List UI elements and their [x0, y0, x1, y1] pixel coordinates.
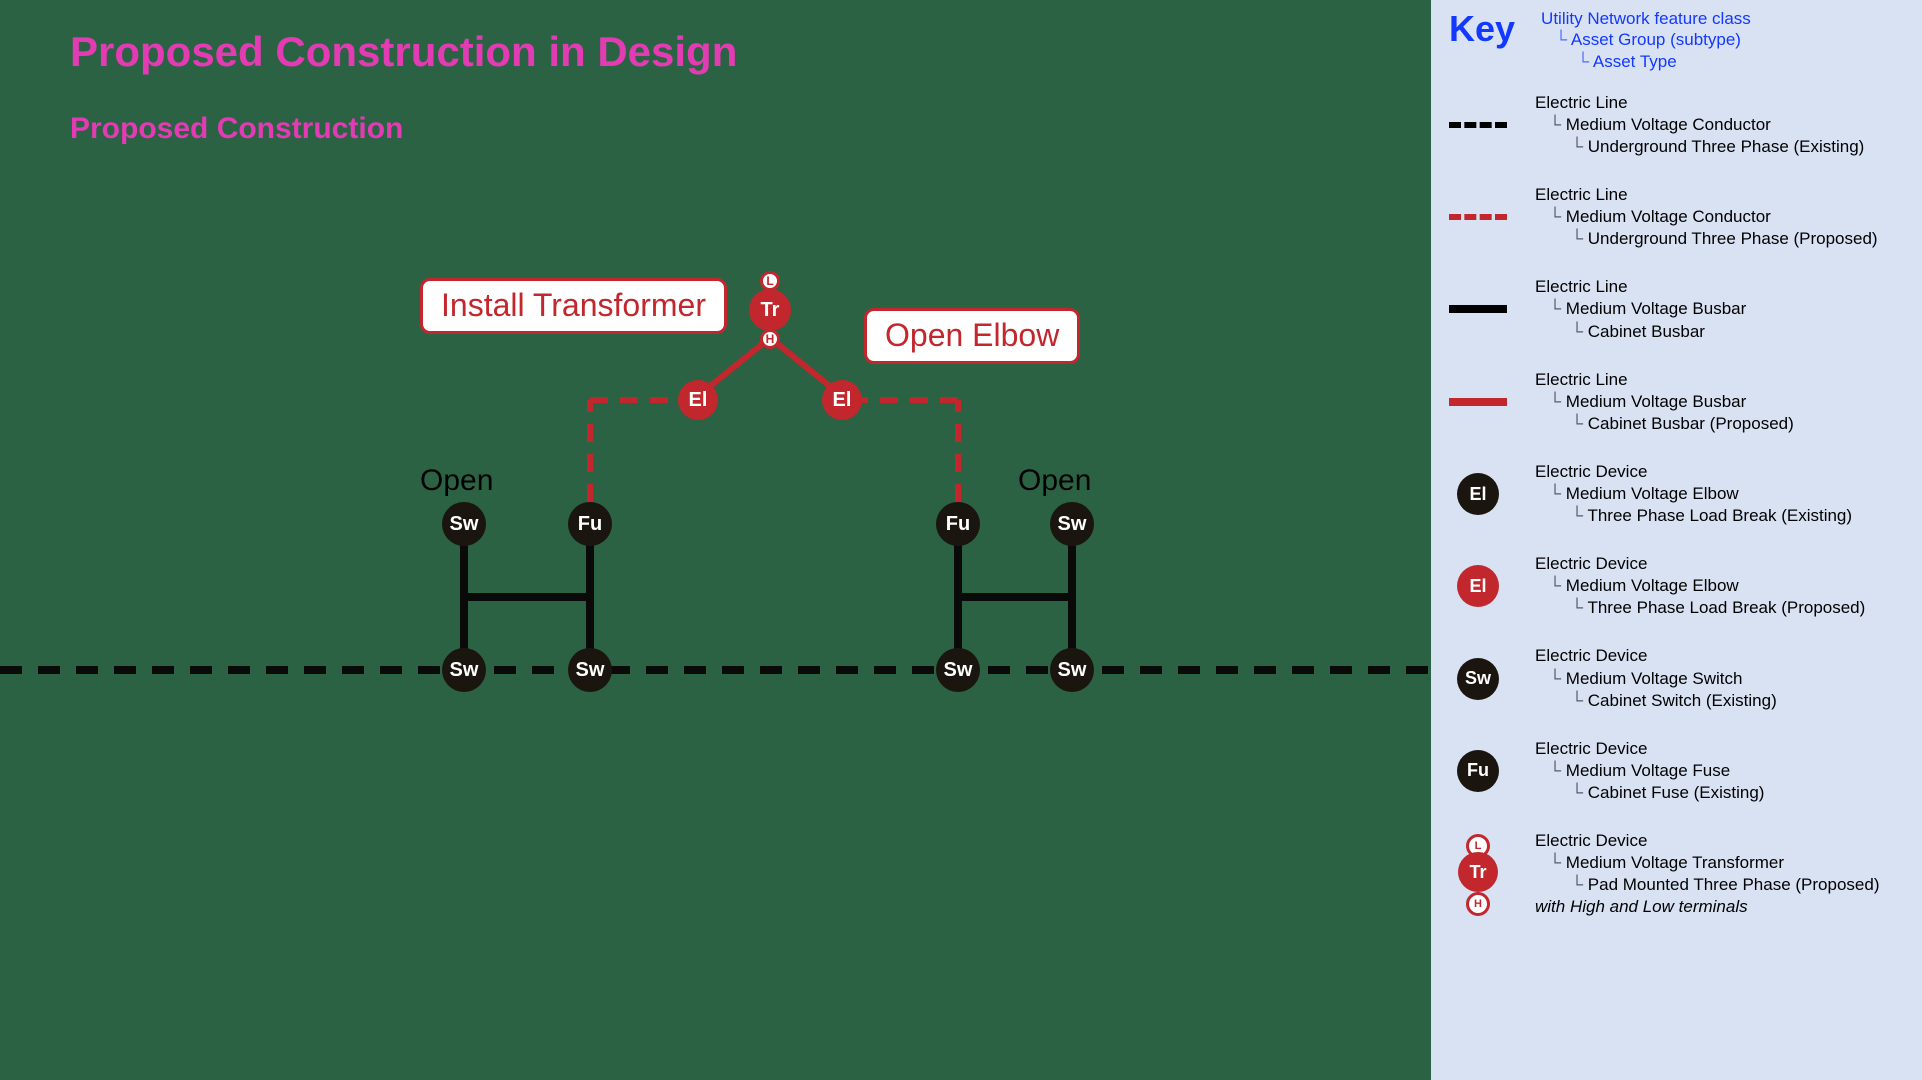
node-switch-lower-left-1: Sw [442, 648, 486, 692]
proposed-el-icon: El [1457, 565, 1499, 607]
legend-symbol: LTrH [1449, 834, 1507, 914]
node-switch-upper-left: Sw [442, 502, 486, 546]
legend-symbol [1449, 287, 1507, 331]
legend-symbol: El [1449, 472, 1507, 516]
legend-row: Electric LineMedium Voltage ConductorUnd… [1449, 92, 1912, 158]
legend-text: Electric LineMedium Voltage BusbarCabine… [1535, 276, 1746, 342]
legend-panel: Key Utility Network feature class Asset … [1431, 0, 1922, 1080]
stage: Proposed Construction in Design Proposed… [0, 0, 1922, 1080]
legend-row: El Electric DeviceMedium Voltage ElbowThr… [1449, 553, 1912, 619]
legend-hier-l0: Utility Network feature class [1541, 8, 1751, 29]
page-title: Proposed Construction in Design [70, 28, 737, 76]
legend-text: Electric DeviceMedium Voltage FuseCabine… [1535, 738, 1764, 804]
legend-rows: Electric LineMedium Voltage ConductorUnd… [1449, 92, 1912, 919]
legend-row: LTrH Electric DeviceMedium Voltage Transf… [1449, 830, 1912, 918]
legend-text: Electric LineMedium Voltage ConductorUnd… [1535, 92, 1864, 158]
legend-text: Electric DeviceMedium Voltage Transforme… [1535, 830, 1879, 918]
legend-symbol [1449, 195, 1507, 239]
node-fuse-upper-left: Fu [568, 502, 612, 546]
legend-row: Fu Electric DeviceMedium Voltage FuseCabi… [1449, 738, 1912, 804]
legend-row: Sw Electric DeviceMedium Voltage SwitchCa… [1449, 645, 1912, 711]
node-transformer-proposed: Tr [749, 289, 791, 331]
legend-row: Electric LineMedium Voltage ConductorUnd… [1449, 184, 1912, 250]
node-switch-upper-right: Sw [1050, 502, 1094, 546]
node-switch-lower-right-1: Sw [936, 648, 980, 692]
legend-header: Key Utility Network feature class Asset … [1449, 8, 1912, 72]
label-open-right: Open [1018, 464, 1091, 498]
existing-fu-icon: Fu [1457, 750, 1499, 792]
legend-text: Electric DeviceMedium Voltage ElbowThree… [1535, 553, 1865, 619]
legend-row: Electric LineMedium Voltage BusbarCabine… [1449, 369, 1912, 435]
legend-symbol: Sw [1449, 657, 1507, 701]
legend-text: Electric DeviceMedium Voltage SwitchCabi… [1535, 645, 1777, 711]
node-transformer-terminal-high: H [760, 329, 780, 349]
legend-hierarchy: Utility Network feature class Asset Grou… [1541, 8, 1751, 72]
legend-symbol [1449, 103, 1507, 147]
callout-open-elbow: Open Elbow [864, 308, 1080, 364]
diagram-svg [0, 0, 1431, 1080]
legend-hier-l2: Asset Type [1577, 51, 1751, 72]
existing-el-icon: El [1457, 473, 1499, 515]
node-elbow-left-proposed: El [678, 380, 718, 420]
legend-text: Electric LineMedium Voltage ConductorUnd… [1535, 184, 1878, 250]
legend-symbol: Fu [1449, 749, 1507, 793]
node-elbow-right-proposed: El [822, 380, 862, 420]
legend-symbol: El [1449, 564, 1507, 608]
label-open-left: Open [420, 464, 493, 498]
legend-symbol [1449, 380, 1507, 424]
legend-row: Electric LineMedium Voltage BusbarCabine… [1449, 276, 1912, 342]
diagram-canvas: Proposed Construction in Design Proposed… [0, 0, 1431, 1080]
node-switch-lower-right-2: Sw [1050, 648, 1094, 692]
transformer-icon: LTrH [1457, 834, 1499, 914]
node-switch-lower-left-2: Sw [568, 648, 612, 692]
legend-hier-l1: Asset Group (subtype) [1555, 29, 1751, 50]
existing-sw-icon: Sw [1457, 658, 1499, 700]
legend-text: Electric LineMedium Voltage BusbarCabine… [1535, 369, 1794, 435]
legend-row: El Electric DeviceMedium Voltage ElbowThr… [1449, 461, 1912, 527]
page-subtitle: Proposed Construction [70, 112, 403, 146]
legend-text: Electric DeviceMedium Voltage ElbowThree… [1535, 461, 1852, 527]
node-fuse-upper-right: Fu [936, 502, 980, 546]
callout-install-transformer: Install Transformer [420, 278, 727, 334]
node-transformer-terminal-low: L [760, 271, 780, 291]
legend-title: Key [1449, 8, 1515, 50]
